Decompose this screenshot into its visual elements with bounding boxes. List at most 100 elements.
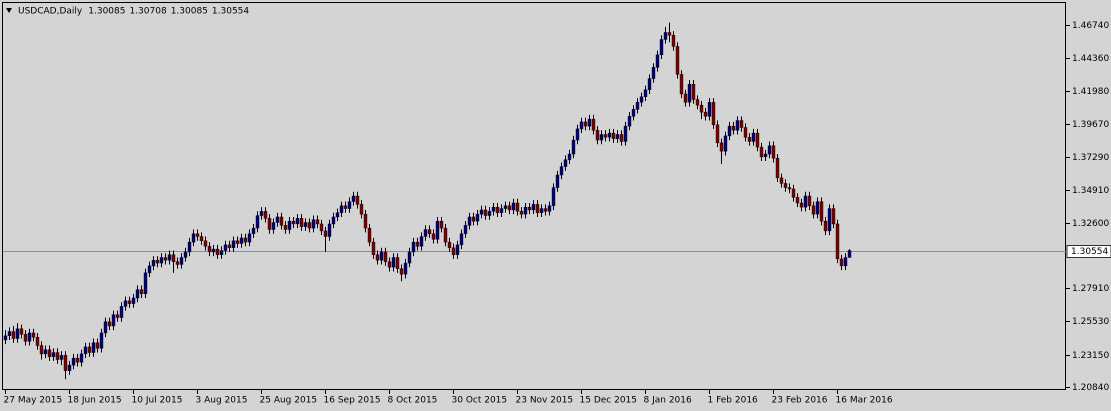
- candle-body: [783, 183, 788, 188]
- candle-body: [255, 215, 260, 229]
- quote-value: 1.30554: [212, 7, 249, 17]
- candle-body: [379, 251, 384, 261]
- candle-body: [771, 145, 776, 159]
- x-tick-label: 8 Oct 2015: [388, 396, 438, 406]
- candle-body: [159, 257, 164, 264]
- candle-body: [527, 206, 532, 211]
- candle-body: [455, 244, 460, 255]
- candle-body: [495, 206, 500, 213]
- candle-body: [139, 289, 144, 295]
- candle-body: [343, 205, 348, 209]
- candle-body: [511, 202, 516, 211]
- candle-body: [239, 237, 244, 244]
- candle-body: [327, 223, 332, 237]
- candle-body: [703, 111, 708, 117]
- candle-body: [795, 197, 800, 204]
- candle-body: [479, 209, 484, 215]
- candle-body: [791, 188, 796, 198]
- candle-body: [603, 134, 608, 138]
- quote-value: 1.30708: [129, 7, 166, 17]
- candle-body: [439, 220, 444, 229]
- candle-body: [231, 240, 236, 248]
- candle-body: [23, 334, 28, 342]
- candle-body: [347, 201, 352, 209]
- candle-body: [319, 223, 324, 232]
- candle-body: [499, 208, 504, 213]
- candle-body: [463, 225, 468, 234]
- candle-body: [847, 250, 852, 258]
- candle-body: [723, 135, 728, 152]
- candle-body: [75, 357, 80, 363]
- x-tick-label: 25 Aug 2015: [260, 396, 318, 406]
- candle-body: [731, 125, 736, 131]
- candle-body: [191, 233, 196, 243]
- candle-body: [31, 332, 36, 338]
- candle-body: [3, 335, 8, 341]
- candle-body: [435, 220, 440, 240]
- candle-body: [283, 225, 288, 230]
- candle-body: [583, 121, 588, 127]
- candle-body: [447, 241, 452, 248]
- candle-body: [523, 206, 528, 215]
- candle-body: [579, 121, 584, 130]
- candle-body: [543, 208, 548, 212]
- candle-body: [371, 241, 376, 255]
- candle-body: [363, 213, 368, 229]
- candle-body: [639, 96, 644, 103]
- candle-body: [647, 78, 652, 90]
- candle-body: [135, 289, 140, 299]
- candle-body: [403, 262, 408, 275]
- candle-body: [671, 35, 676, 47]
- candle-body: [367, 227, 372, 243]
- y-tick-label: 1.46740: [1072, 21, 1109, 31]
- candle-body: [799, 202, 804, 208]
- candle-body: [419, 236, 424, 247]
- candle-body: [767, 145, 772, 155]
- candle-body: [79, 353, 84, 363]
- candle-body: [431, 233, 436, 240]
- candle-body: [375, 254, 380, 261]
- quote-value: 1.30085: [88, 7, 125, 17]
- candle-body: [563, 159, 568, 167]
- candle-body: [83, 346, 88, 355]
- candle-body: [739, 120, 744, 128]
- y-tick-label: 1.27910: [1072, 284, 1109, 294]
- candle-body: [307, 222, 312, 229]
- candle-body: [827, 208, 832, 232]
- candle-body: [71, 357, 76, 366]
- price-label: 1.30554: [1071, 247, 1108, 257]
- candle-body: [107, 321, 112, 327]
- y-tick-label: 1.41980: [1072, 87, 1109, 97]
- candle-body: [335, 212, 340, 218]
- candle-body: [807, 195, 812, 206]
- x-tick-label: 10 Jul 2015: [132, 396, 183, 406]
- candle-body: [35, 336, 40, 346]
- candle-body: [599, 134, 604, 141]
- candle-body: [655, 54, 660, 68]
- candle-body: [171, 254, 176, 262]
- candle-body: [275, 216, 280, 223]
- x-tick-label: 3 Aug 2015: [196, 396, 248, 406]
- candle-body: [187, 241, 192, 253]
- x-tick-label: 30 Oct 2015: [452, 396, 508, 406]
- candle-body: [103, 321, 108, 334]
- candle-body: [831, 208, 836, 225]
- candle-body: [295, 218, 300, 225]
- candle-body: [111, 314, 116, 327]
- candle-body: [151, 260, 156, 267]
- candle-body: [659, 39, 664, 56]
- candle-body: [611, 132, 616, 139]
- candle-body: [19, 328, 24, 335]
- candle-body: [131, 297, 136, 304]
- menu-triangle[interactable]: [6, 8, 12, 13]
- candle-body: [719, 142, 724, 152]
- candle-body: [823, 220, 828, 232]
- candle-body: [411, 241, 416, 253]
- candle-body: [423, 229, 428, 237]
- y-tick-label: 1.23150: [1072, 351, 1109, 361]
- candle-body: [811, 205, 816, 215]
- candle-body: [743, 127, 748, 138]
- candle-body: [759, 146, 764, 158]
- candle-body: [323, 230, 328, 237]
- candle-body: [11, 331, 16, 339]
